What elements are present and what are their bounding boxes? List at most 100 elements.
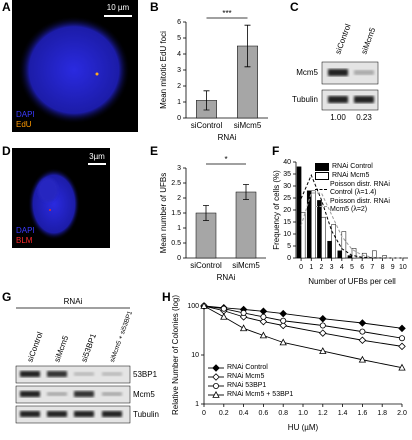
x-tick-label: siMcm5: [232, 261, 260, 270]
legend-item: Poisson distr. RNAi Mcm5 (λ=2): [315, 198, 406, 214]
lane-label: siControl: [25, 330, 44, 363]
legend-item: Poisson distr. RNAi Control (λ=1.4): [315, 181, 406, 197]
row-label: Tubulin: [292, 95, 318, 104]
lane-label: siMcm5: [52, 334, 70, 363]
y-tick-label: 0: [177, 255, 181, 262]
bar: [311, 190, 316, 259]
marker: [212, 364, 220, 372]
panel-label: H: [162, 290, 171, 304]
marker: [259, 317, 268, 326]
legend-swatch: [208, 383, 224, 389]
x-tick-label: 1.4: [338, 410, 348, 417]
y-tick-label: 5: [287, 243, 291, 250]
marker: [398, 324, 406, 333]
x-tick-label: 8: [381, 264, 385, 271]
marker: [319, 329, 327, 337]
y-tick-label: 1: [177, 225, 181, 232]
marker: [359, 328, 366, 335]
x-tick-label: 1.0: [298, 410, 308, 417]
y-tick-label: 1: [195, 401, 199, 408]
legend-label: RNAi Control: [332, 163, 373, 170]
legend: RNAi Control RNAi Mcm5 RNAi 53BP1 RNAi Mcm5…: [208, 364, 293, 400]
legend-item: RNAi Control: [208, 364, 293, 372]
micrograph: 10 µm DAPI EdU: [12, 0, 138, 132]
marker: [259, 331, 268, 339]
y-axis-label: Mean number of UFBs: [159, 173, 168, 253]
y-tick-label: 3: [177, 67, 181, 74]
x-axis-label: HU (µM): [288, 423, 319, 432]
lane-label: siMcm5 + si53BP1: [109, 310, 134, 364]
western-blot: RNAi siControl siMcm5 si53BP1 siMcm5 + s…: [15, 297, 159, 424]
marker: [220, 305, 227, 312]
error-bar: [203, 205, 209, 221]
x-tick-label: siMcm5: [234, 121, 262, 130]
x-axis-label: RNAi: [217, 273, 236, 282]
bar: [351, 248, 357, 259]
error-bar: [203, 90, 210, 111]
y-tick-label: 25: [283, 195, 291, 202]
legend-item: RNAi Mcm5: [208, 373, 293, 381]
row-label: Mcm5: [296, 68, 318, 77]
bar: [321, 216, 326, 259]
line: [203, 305, 403, 329]
marker: [280, 317, 287, 324]
error-bar: [244, 24, 251, 68]
x-tick-label: 1: [309, 264, 313, 271]
channel-label: BLM: [16, 236, 33, 245]
y-tick-label: 10: [191, 352, 199, 359]
channel-label: DAPI: [16, 226, 35, 235]
legend-label: RNAi Mcm5 + 53BP1: [227, 391, 294, 398]
bar: [300, 212, 306, 259]
x-tick-label: 1.2: [318, 410, 328, 417]
y-tick-label: 20: [283, 207, 291, 214]
y-tick-label: 5: [177, 35, 181, 42]
marker: [398, 335, 405, 342]
y-tick-label: 0.5: [171, 240, 181, 247]
panel-label: F: [272, 144, 279, 158]
legend-label: Poisson distr. RNAi Mcm5 (λ=2): [330, 198, 390, 213]
marker: [279, 321, 287, 330]
marker: [398, 342, 406, 351]
line: [300, 192, 403, 259]
legend-swatch: [208, 373, 224, 381]
bar: [347, 255, 353, 259]
quantification: 0.23: [356, 113, 372, 122]
x-tick-label: 9: [391, 264, 395, 271]
y-tick-label: 3: [177, 165, 181, 172]
x-tick-label: 2: [320, 264, 324, 271]
row-label: Tubulin: [133, 410, 159, 419]
marker: [220, 312, 228, 320]
error-bar: [243, 184, 249, 200]
x-tick-label: 6: [360, 264, 364, 271]
bar: [296, 166, 302, 259]
bar: [327, 240, 332, 259]
marker: [279, 338, 287, 346]
legend: RNAi Control RNAi Mcm5 Poisson distr. RNAi…: [315, 163, 406, 215]
legend-label: RNAi Mcm5: [227, 373, 265, 380]
y-tick-label: 2: [177, 195, 181, 202]
panel-label: C: [290, 0, 299, 14]
y-tick-label: 1.5: [171, 210, 181, 217]
marker: [319, 347, 327, 354]
x-tick-label: 7: [370, 264, 374, 271]
y-tick-label: 0: [287, 255, 291, 262]
legend-item: RNAi Mcm5 + 53BP1: [208, 391, 293, 399]
marker: [239, 324, 248, 332]
marker: [260, 313, 267, 320]
legend-label: RNAi Control: [227, 364, 268, 371]
bar: [331, 224, 336, 259]
bar: [337, 250, 343, 259]
y-axis-label: Relative Number of Colonies (log): [171, 295, 180, 415]
line: [203, 305, 403, 339]
y-tick-label: 2.5: [171, 180, 181, 187]
marker: [213, 383, 219, 389]
legend-swatch: [315, 188, 327, 190]
legend-item: RNAi Mcm5: [315, 172, 406, 180]
y-tick-label: 100: [187, 303, 199, 310]
x-tick-label: 2.0: [397, 410, 407, 417]
scale-bar: 10 µm: [107, 3, 130, 12]
significance: ***: [222, 9, 231, 18]
y-tick-label: 35: [283, 171, 291, 178]
row-label: 53BP1: [133, 370, 158, 379]
x-axis-label: RNAi: [218, 133, 237, 142]
